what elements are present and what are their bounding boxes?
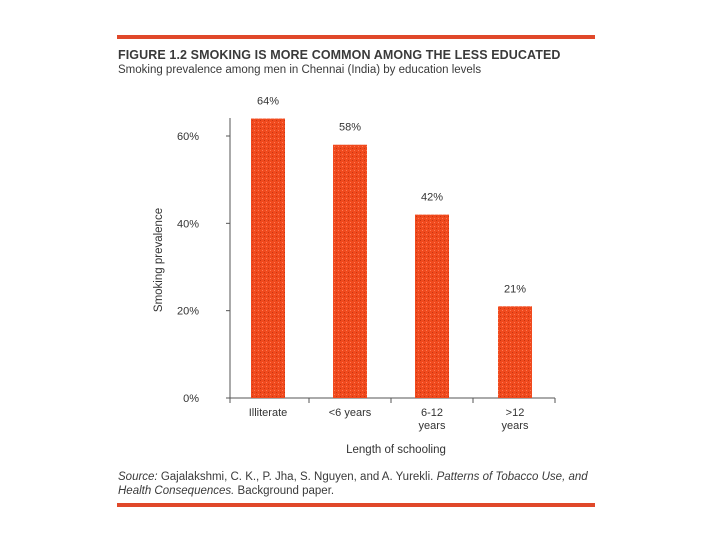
bottom-rule [117,503,595,507]
figure-title: FIGURE 1.2 SMOKING IS MORE COMMON AMONG … [118,48,561,62]
figure-subtitle: Smoking prevalence among men in Chennai … [118,64,482,76]
bar [498,306,532,398]
bar-value-label: 64% [257,96,279,108]
x-axis-title: Length of schooling [346,444,446,456]
source-authors: Gajalakshmi, C. K., P. Jha, S. Nguyen, a… [157,471,437,483]
x-category-label: >12 [506,407,525,419]
x-category-label: 6-12 [421,407,443,419]
y-tick-label: 0% [183,393,199,405]
top-rule [117,35,595,39]
bar [415,214,449,398]
bar [333,144,367,398]
bar-value-label: 42% [421,192,443,204]
source-work-title: Patterns of Tobacco Use, and Health Cons… [118,471,588,497]
y-tick-label: 20% [177,306,199,318]
y-tick-label: 40% [177,218,199,230]
y-axis-title: Smoking prevalence [153,208,165,312]
bar [251,118,285,399]
y-tick-label: 60% [177,131,199,143]
bar-value-label: 21% [504,283,526,295]
x-category-label: years [502,420,529,432]
x-category-label: years [419,420,446,432]
source-note: Source: Gajalakshmi, C. K., P. Jha, S. N… [118,470,598,498]
source-label: Source: [118,471,158,483]
source-note-text: Background paper. [234,485,335,497]
x-category-label: Illiterate [249,407,288,419]
bar-value-label: 58% [339,122,361,134]
x-category-label: <6 years [329,407,372,419]
